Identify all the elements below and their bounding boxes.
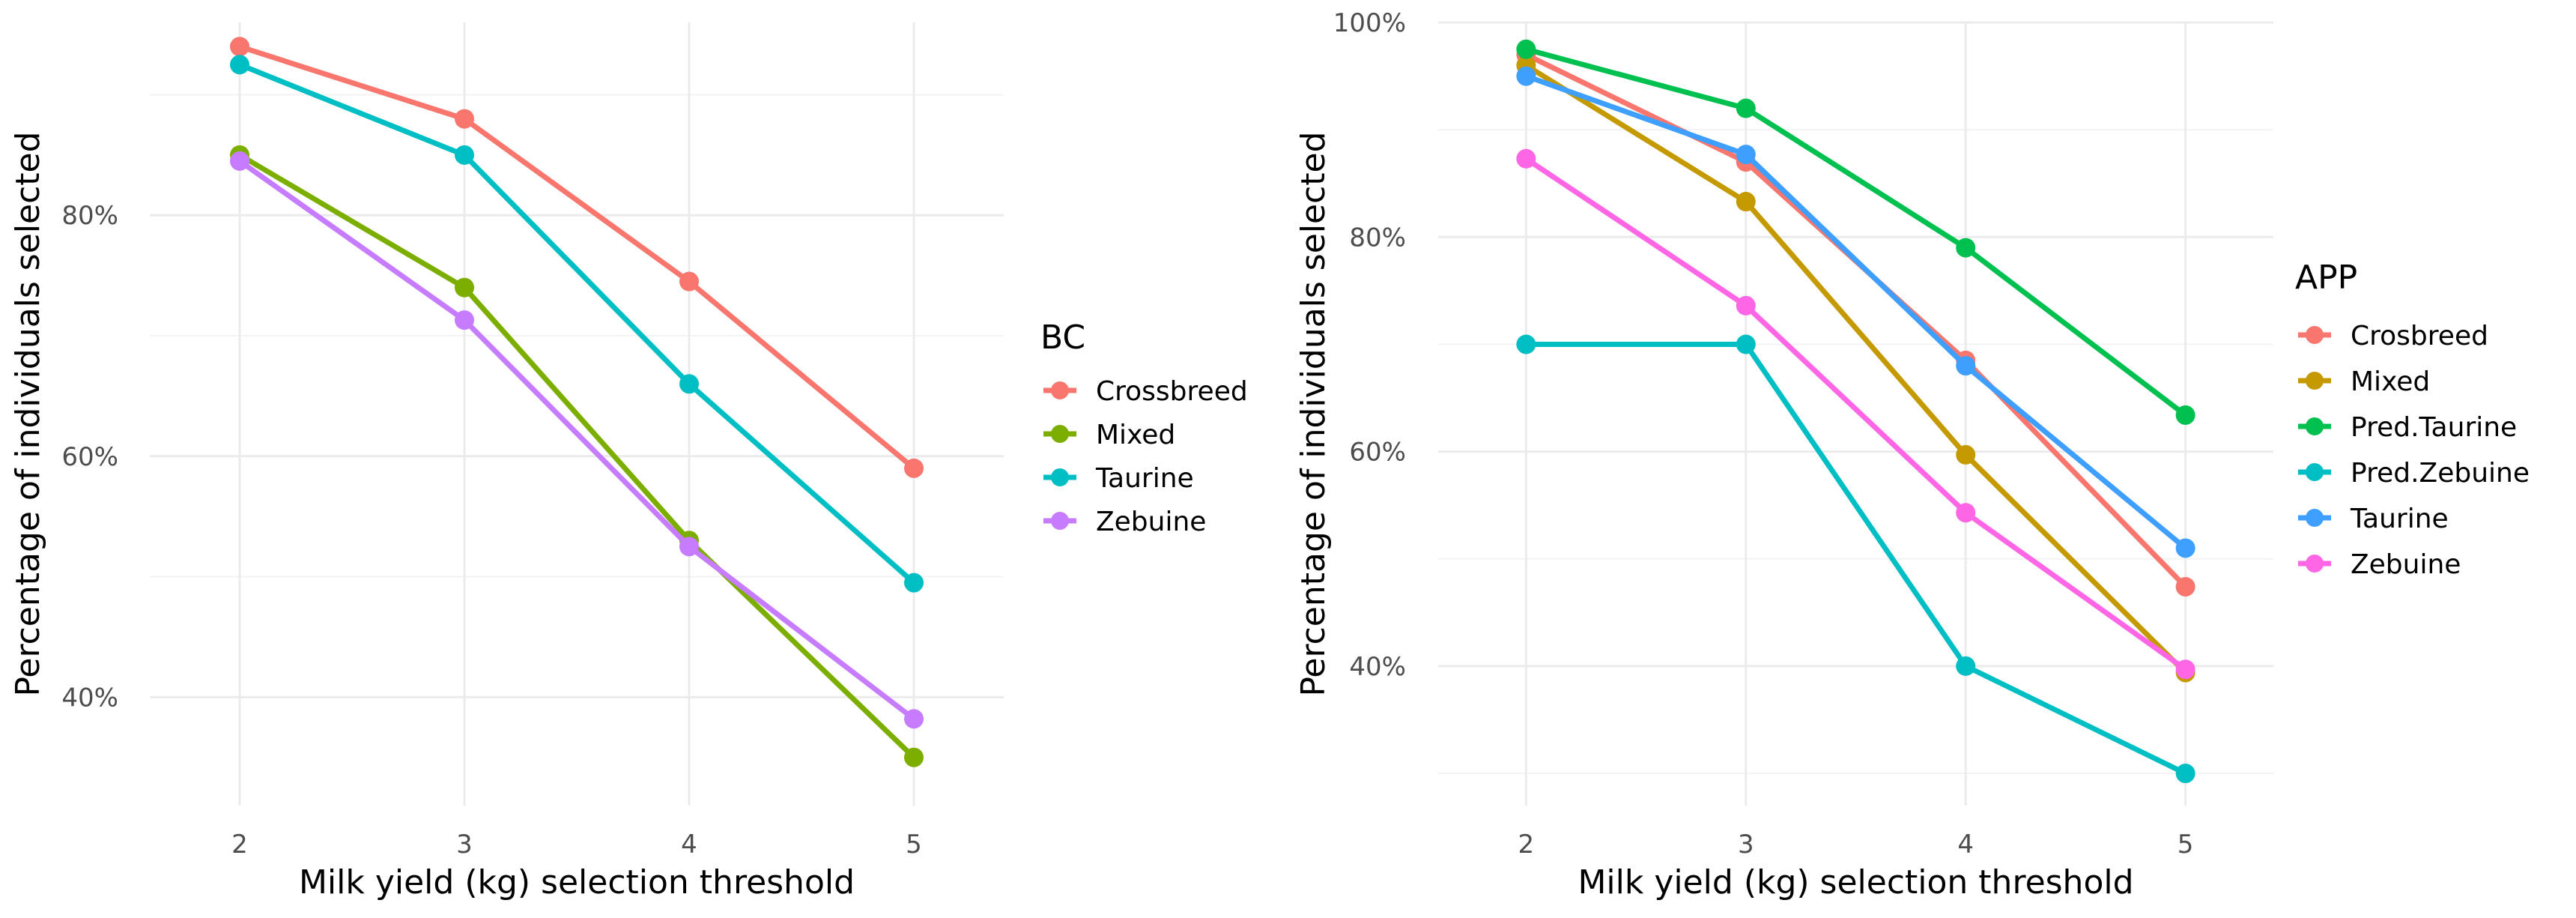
data-point-taurine xyxy=(904,573,924,593)
series-line-taurine xyxy=(1523,73,2189,551)
x-tick-label: 4 xyxy=(681,830,697,860)
legend-label-pred-zebuine: Pred.Zebuine xyxy=(2351,458,2530,489)
data-point-pred-zebuine xyxy=(1516,334,1536,354)
data-point-taurine xyxy=(1956,356,1976,376)
data-point-zebuine xyxy=(1736,295,1756,315)
data-point-zebuine xyxy=(230,151,249,171)
legend-label-zebuine: Zebuine xyxy=(2351,549,2461,580)
data-point-mixed xyxy=(1736,192,1756,212)
y-tick-label: 80% xyxy=(1349,223,1406,253)
data-point-crossbreed xyxy=(679,271,699,292)
legend-key-point-crosbreed xyxy=(2306,326,2324,344)
legend-key-point-zebuine xyxy=(2306,555,2324,573)
legend-key-point-taurine xyxy=(1051,468,1069,486)
legend-label-taurine: Taurine xyxy=(1095,463,1194,494)
legend-title: BC xyxy=(1040,318,1085,357)
y-axis-title: Percentage of individuals selected xyxy=(9,131,47,696)
x-tick-label: 4 xyxy=(1957,830,1974,860)
series-line-mixed xyxy=(1523,62,2189,675)
series-line-zebuine xyxy=(237,158,917,722)
chart-bc: 40% 60% 80% 2 3 4 5 Milk yield (kg) selection t… xyxy=(9,22,1248,902)
series-line-pred-zebuine xyxy=(1523,341,2189,776)
y-tick-label: 40% xyxy=(1349,652,1406,682)
series-line-mixed xyxy=(237,152,917,761)
y-tick-label: 80% xyxy=(61,201,118,231)
data-point-zebuine xyxy=(679,537,699,557)
series-line-pred-taurine xyxy=(1523,46,2189,418)
data-point-pred-taurine xyxy=(2175,405,2195,425)
series-line-crossbreed xyxy=(237,43,917,471)
data-point-crossbreed xyxy=(230,37,249,57)
chart-app: 40% 60% 80% 100% 2 3 4 5 Milk yield (kg) selecti… xyxy=(1294,8,2530,902)
legend-key-point-mixed xyxy=(1051,425,1069,443)
data-point-crosbreed xyxy=(2175,576,2195,597)
legend-key-point-pred-taurine xyxy=(2306,417,2324,435)
data-point-zebuine xyxy=(1956,503,1976,523)
data-point-pred-taurine xyxy=(1956,238,1976,258)
y-tick-label: 60% xyxy=(1349,438,1406,468)
series-line-zebuine xyxy=(1523,156,2189,672)
data-point-taurine xyxy=(455,145,474,165)
data-point-taurine xyxy=(1516,66,1536,86)
legend-label-crossbreed: Crossbreed xyxy=(1096,376,1248,407)
legend-key-point-taurine xyxy=(2306,509,2324,527)
legend-title: APP xyxy=(2295,259,2357,297)
data-point-pred-zebuine xyxy=(1956,656,1976,676)
legend-label-mixed: Mixed xyxy=(2351,366,2430,397)
y-tick-label: 60% xyxy=(61,442,118,472)
data-point-taurine xyxy=(679,374,699,394)
x-axis-title: Milk yield (kg) selection threshold xyxy=(1578,863,2133,902)
data-point-mixed xyxy=(904,747,924,767)
series-line-taurine xyxy=(237,61,917,586)
data-point-zebuine xyxy=(455,310,474,330)
data-point-zebuine xyxy=(1516,148,1536,169)
data-point-crossbreed xyxy=(904,458,924,478)
data-point-taurine xyxy=(230,55,249,75)
data-point-pred-taurine xyxy=(1736,98,1756,118)
legend-label-taurine: Taurine xyxy=(2350,504,2449,534)
data-point-zebuine xyxy=(904,709,924,729)
data-point-pred-zebuine xyxy=(2175,764,2195,784)
x-tick-label: 5 xyxy=(2178,830,2194,860)
legend-label-pred-taurine: Pred.Taurine xyxy=(2351,412,2517,443)
x-tick-label: 2 xyxy=(231,830,248,860)
data-point-taurine xyxy=(2175,538,2195,558)
data-point-mixed xyxy=(1956,444,1976,465)
legend-label-zebuine: Zebuine xyxy=(1096,507,1206,537)
data-point-zebuine xyxy=(2175,659,2195,680)
x-tick-label: 2 xyxy=(1518,830,1535,860)
data-point-crossbreed xyxy=(455,109,474,129)
y-tick-label: 40% xyxy=(61,683,118,713)
y-tick-label: 100% xyxy=(1333,8,1406,38)
x-tick-label: 3 xyxy=(1738,830,1754,860)
data-point-mixed xyxy=(455,277,474,298)
legend-key-point-zebuine xyxy=(1051,512,1069,530)
x-tick-label: 5 xyxy=(906,830,922,860)
data-point-pred-taurine xyxy=(1516,39,1536,59)
legend-key-point-mixed xyxy=(2306,372,2324,390)
legend-key-point-pred-zebuine xyxy=(2306,463,2324,481)
legend-key-point-crossbreed xyxy=(1051,381,1069,399)
x-tick-label: 3 xyxy=(456,830,473,860)
data-point-taurine xyxy=(1736,145,1756,165)
legend-label-mixed: Mixed xyxy=(1096,420,1175,450)
x-axis-title: Milk yield (kg) selection threshold xyxy=(299,863,855,902)
legend-label-crosbreed: Crosbreed xyxy=(2351,321,2488,351)
y-axis-title: Percentage of individuals selected xyxy=(1294,131,1333,696)
data-point-pred-zebuine xyxy=(1736,334,1756,354)
